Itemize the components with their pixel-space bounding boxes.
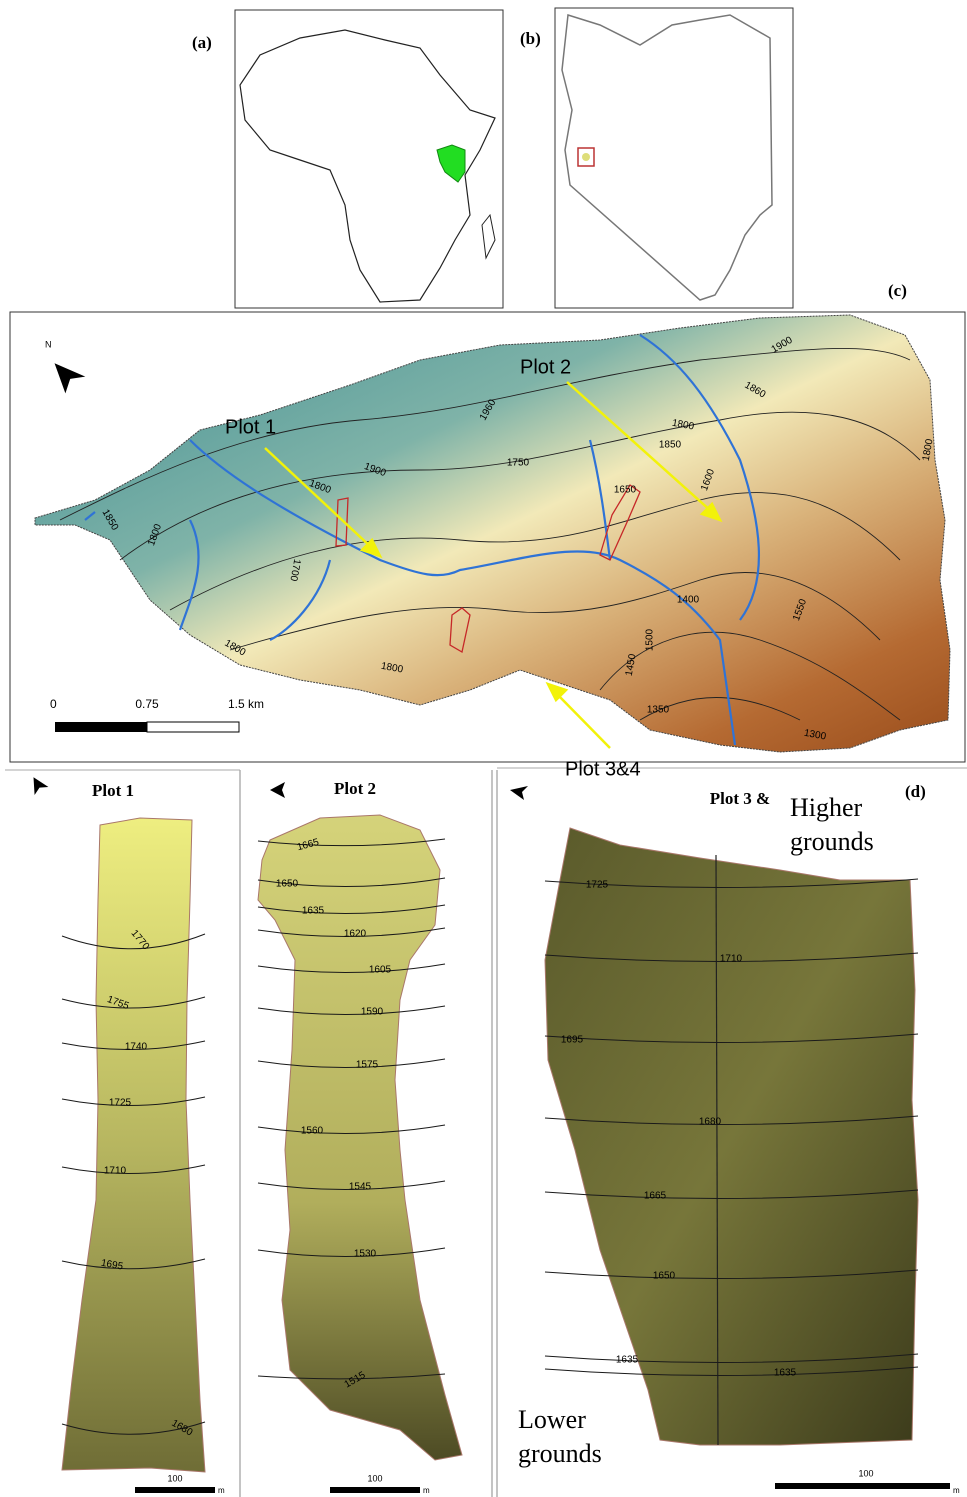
- panel-label: (b): [520, 29, 541, 48]
- plot-label: Plot 3&4: [565, 758, 641, 780]
- scale-label: 0: [50, 697, 57, 711]
- scale-label: 0.75: [135, 697, 159, 711]
- contour-label: 1575: [356, 1060, 379, 1071]
- page: {"panels": { "a": {"label": "(a)"}, "b":…: [0, 0, 967, 1497]
- figure: N (a) (b) (c) (d) Plot 1 Plot 2 Plot 3&4 0 0.75 1…: [0, 0, 967, 1497]
- annotation: Higher grounds: [790, 791, 900, 859]
- panel-label: (a): [192, 33, 212, 52]
- scale-unit: m: [423, 1486, 430, 1495]
- contour-label: 1350: [647, 705, 670, 716]
- scale-bar: [330, 1487, 420, 1493]
- contour-label: 1725: [586, 880, 609, 891]
- study-area: [582, 153, 590, 161]
- contour-label: 1650: [276, 879, 299, 890]
- plot-title: Plot 1: [92, 781, 134, 800]
- contour-label: 1695: [561, 1035, 584, 1046]
- panel-label: (c): [888, 281, 907, 300]
- plot-2-surface: [258, 815, 462, 1460]
- plot-label: Plot 1: [225, 416, 276, 438]
- contour-label: 1400: [677, 595, 700, 606]
- contour-label: 1680: [699, 1117, 722, 1128]
- scale-label: 1.5 km: [228, 697, 264, 711]
- scale-unit: m: [953, 1486, 960, 1495]
- scale-bar: [55, 722, 147, 732]
- contour-label: 1725: [109, 1098, 132, 1109]
- contour-label: 1740: [125, 1042, 148, 1053]
- plot-title: Plot 3 &: [710, 789, 770, 808]
- scale-label: 100: [367, 1473, 382, 1483]
- plot-1-surface: [62, 818, 205, 1472]
- north-letter-icon: N: [45, 339, 52, 349]
- contour-label: 1635: [616, 1355, 639, 1366]
- contour-label: 1635: [302, 906, 325, 917]
- north-arrow: [270, 782, 285, 798]
- north-arrow: [27, 773, 49, 795]
- contour-label: 1710: [720, 954, 743, 965]
- contour-label: 1545: [349, 1182, 372, 1193]
- scale-bar: [147, 722, 239, 732]
- panel-label: (d): [905, 782, 926, 801]
- scale-label: 100: [858, 1468, 873, 1478]
- scale-unit: m: [218, 1486, 225, 1495]
- contour-label: 1635: [774, 1368, 797, 1379]
- contour-label: 1750: [507, 458, 530, 469]
- contour-label: 1650: [653, 1271, 676, 1282]
- contour-label: 1500: [645, 628, 656, 651]
- scale-bar: [775, 1483, 950, 1489]
- annotation: Lower grounds: [518, 1403, 628, 1471]
- plot-3-4-surface: [545, 828, 918, 1445]
- plot-title: Plot 2: [334, 779, 376, 798]
- contour-label: 1530: [354, 1249, 377, 1260]
- contour-label: 1590: [361, 1007, 384, 1018]
- north-arrow: [510, 786, 528, 800]
- contour-label: 1620: [344, 929, 367, 940]
- scale-bar: [135, 1487, 215, 1493]
- contour-label: 1605: [369, 965, 392, 976]
- contour-label: 1560: [301, 1126, 324, 1137]
- contour-label: 1665: [644, 1191, 667, 1202]
- scale-label: 100: [167, 1473, 182, 1483]
- plot-label: Plot 2: [520, 356, 571, 378]
- contour-label: 1850: [659, 440, 682, 451]
- contour-label: 1650: [614, 485, 637, 496]
- contour-label: 1710: [104, 1166, 127, 1177]
